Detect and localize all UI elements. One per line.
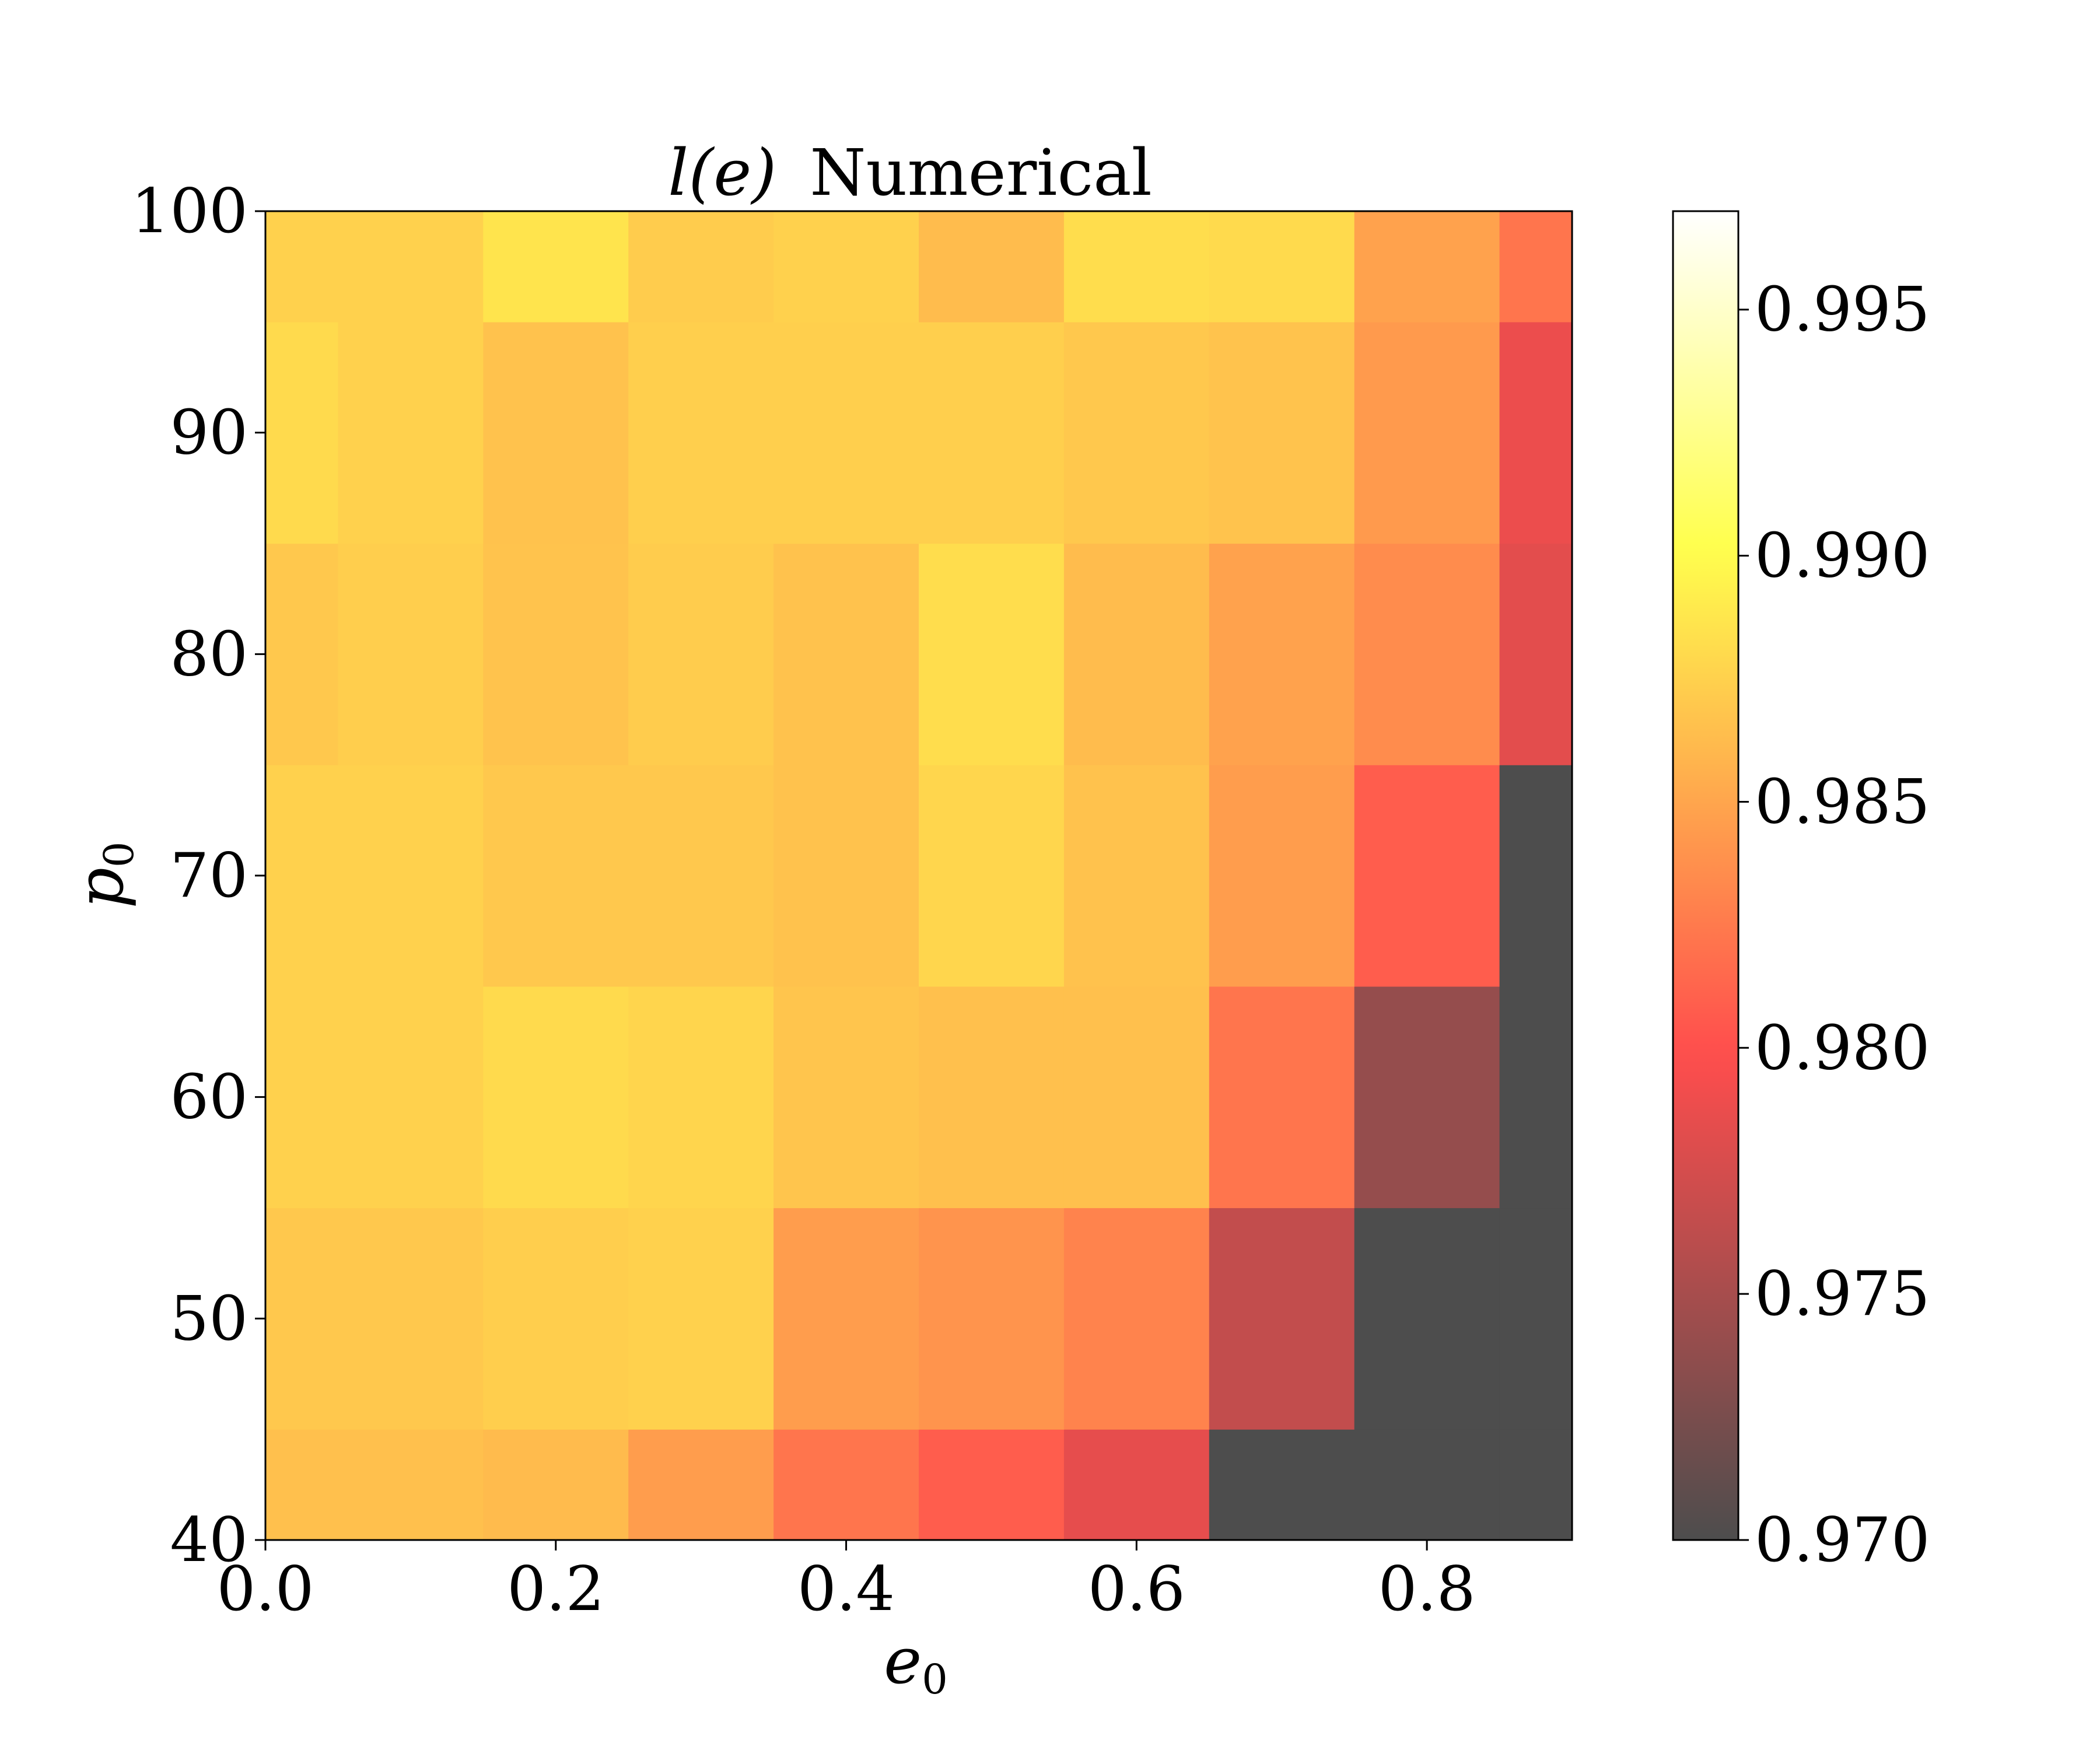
chart-title-math: l(e) xyxy=(668,135,776,210)
colorbar-tick-label: 0.990 xyxy=(1755,520,1930,592)
x-tick-label: 0.0 xyxy=(217,1553,314,1625)
heatmap-cell xyxy=(628,1208,774,1430)
heatmap-cell xyxy=(774,211,919,323)
heatmap-cell xyxy=(1354,1208,1500,1430)
y-tick-label: 50 xyxy=(170,1283,248,1354)
heatmap-cell xyxy=(919,986,1065,1209)
chart-title: l(e) Numerical xyxy=(668,135,1152,210)
heatmap-cell xyxy=(483,765,629,987)
heatmap-cell xyxy=(1354,986,1500,1209)
y-tick-label: 70 xyxy=(170,840,248,911)
heatmap-cell xyxy=(1063,543,1210,765)
heatmap-cell xyxy=(1209,1429,1355,1541)
heatmap-cell xyxy=(628,1429,774,1541)
heatmap-cell xyxy=(1209,211,1355,323)
heatmap-cell xyxy=(774,1208,919,1430)
heatmap-cells xyxy=(265,211,1573,1541)
heatmap-cell xyxy=(483,1208,629,1430)
heatmap-cell xyxy=(338,765,484,987)
heatmap-cell xyxy=(265,986,339,1209)
heatmap-cell xyxy=(265,211,339,323)
heatmap-cell xyxy=(919,211,1065,323)
heatmap-cell xyxy=(1499,211,1573,323)
heatmap-cell xyxy=(1063,1208,1210,1430)
chart-title-text: Numerical xyxy=(810,135,1152,210)
x-tick-label: 0.2 xyxy=(507,1553,604,1625)
heatmap-cell xyxy=(338,543,484,765)
heatmap-cell xyxy=(1354,1429,1500,1541)
heatmap-cell xyxy=(265,1208,339,1430)
heatmap-cell xyxy=(1063,986,1210,1209)
heatmap-cell xyxy=(628,321,774,544)
heatmap-cell xyxy=(919,765,1065,987)
x-tick-label: 0.8 xyxy=(1378,1553,1476,1625)
heatmap-cell xyxy=(919,1208,1065,1430)
heatmap-cell xyxy=(265,543,339,765)
heatmap-cell xyxy=(1499,1208,1573,1430)
heatmap-cell xyxy=(1063,1429,1210,1541)
heatmap-cell xyxy=(1354,543,1500,765)
x-axis-label: e0 xyxy=(884,1623,948,1703)
heatmap-cell xyxy=(1209,986,1355,1209)
heatmap-cell xyxy=(483,1429,629,1541)
heatmap-cell xyxy=(265,765,339,987)
colorbar-tick-label: 0.995 xyxy=(1755,274,1930,345)
heatmap-cell xyxy=(1209,765,1355,987)
heatmap-cell xyxy=(265,1429,339,1541)
heatmap-cell xyxy=(483,321,629,544)
heatmap-cell xyxy=(1063,321,1210,544)
heatmap-cell xyxy=(1354,211,1500,323)
heatmap-cell xyxy=(919,1429,1065,1541)
heatmap-cell xyxy=(919,543,1065,765)
heatmap-cell xyxy=(628,765,774,987)
heatmap-cell xyxy=(1209,543,1355,765)
heatmap-cell xyxy=(265,321,339,544)
y-tick-label: 80 xyxy=(170,618,248,690)
heatmap-cell xyxy=(628,986,774,1209)
heatmap-cell xyxy=(1499,1429,1573,1541)
heatmap-cell xyxy=(1499,986,1573,1209)
colorbar-tick-label: 0.985 xyxy=(1755,766,1930,837)
colorbar-tick-label: 0.975 xyxy=(1755,1258,1930,1329)
heatmap-cell xyxy=(774,321,919,544)
heatmap-cell xyxy=(919,321,1065,544)
heatmap-cell xyxy=(774,543,919,765)
y-axis-label: p0 xyxy=(63,842,143,909)
x-tick-label: 0.6 xyxy=(1088,1553,1185,1625)
heatmap-cell xyxy=(1499,543,1573,765)
y-tick-label: 60 xyxy=(170,1062,248,1133)
y-tick-label: 90 xyxy=(170,397,248,468)
colorbar-tick-label: 0.980 xyxy=(1755,1012,1930,1083)
heatmap-cell xyxy=(338,321,484,544)
x-axis: 0.0 0.2 0.4 0.6 0.8 xyxy=(217,1540,1476,1625)
heatmap-cell xyxy=(338,986,484,1209)
heatmap-cell xyxy=(774,765,919,987)
y-tick-label: 40 xyxy=(170,1504,248,1576)
heatmap-cell xyxy=(338,1208,484,1430)
heatmap-cell xyxy=(1354,765,1500,987)
heatmap-cell xyxy=(483,211,629,323)
y-axis: 40 50 60 70 80 90 100 xyxy=(131,176,265,1576)
heatmap-cell xyxy=(483,543,629,765)
heatmap-cell xyxy=(774,986,919,1209)
heatmap-cell xyxy=(628,211,774,323)
heatmap-cell xyxy=(1063,765,1210,987)
heatmap-cell xyxy=(1209,321,1355,544)
heatmap-cell xyxy=(1354,321,1500,544)
x-tick-label: 0.4 xyxy=(797,1553,895,1625)
colorbar xyxy=(1672,210,1740,1541)
y-tick-label: 100 xyxy=(131,176,248,247)
heatmap-cell xyxy=(1499,765,1573,987)
heatmap-cell xyxy=(1063,211,1210,323)
heatmap-cell xyxy=(774,1429,919,1541)
heatmap-cell xyxy=(628,543,774,765)
colorbar-tick-label: 0.970 xyxy=(1755,1504,1930,1576)
heatmap-cell xyxy=(483,986,629,1209)
heatmap-cell xyxy=(338,211,484,323)
colorbar-ticks: 0.970 0.975 0.980 0.985 0.990 0.995 xyxy=(1738,274,1930,1576)
heatmap-cell xyxy=(1209,1208,1355,1430)
heatmap-cell xyxy=(338,1429,484,1541)
heatmap-cell xyxy=(1499,321,1573,544)
